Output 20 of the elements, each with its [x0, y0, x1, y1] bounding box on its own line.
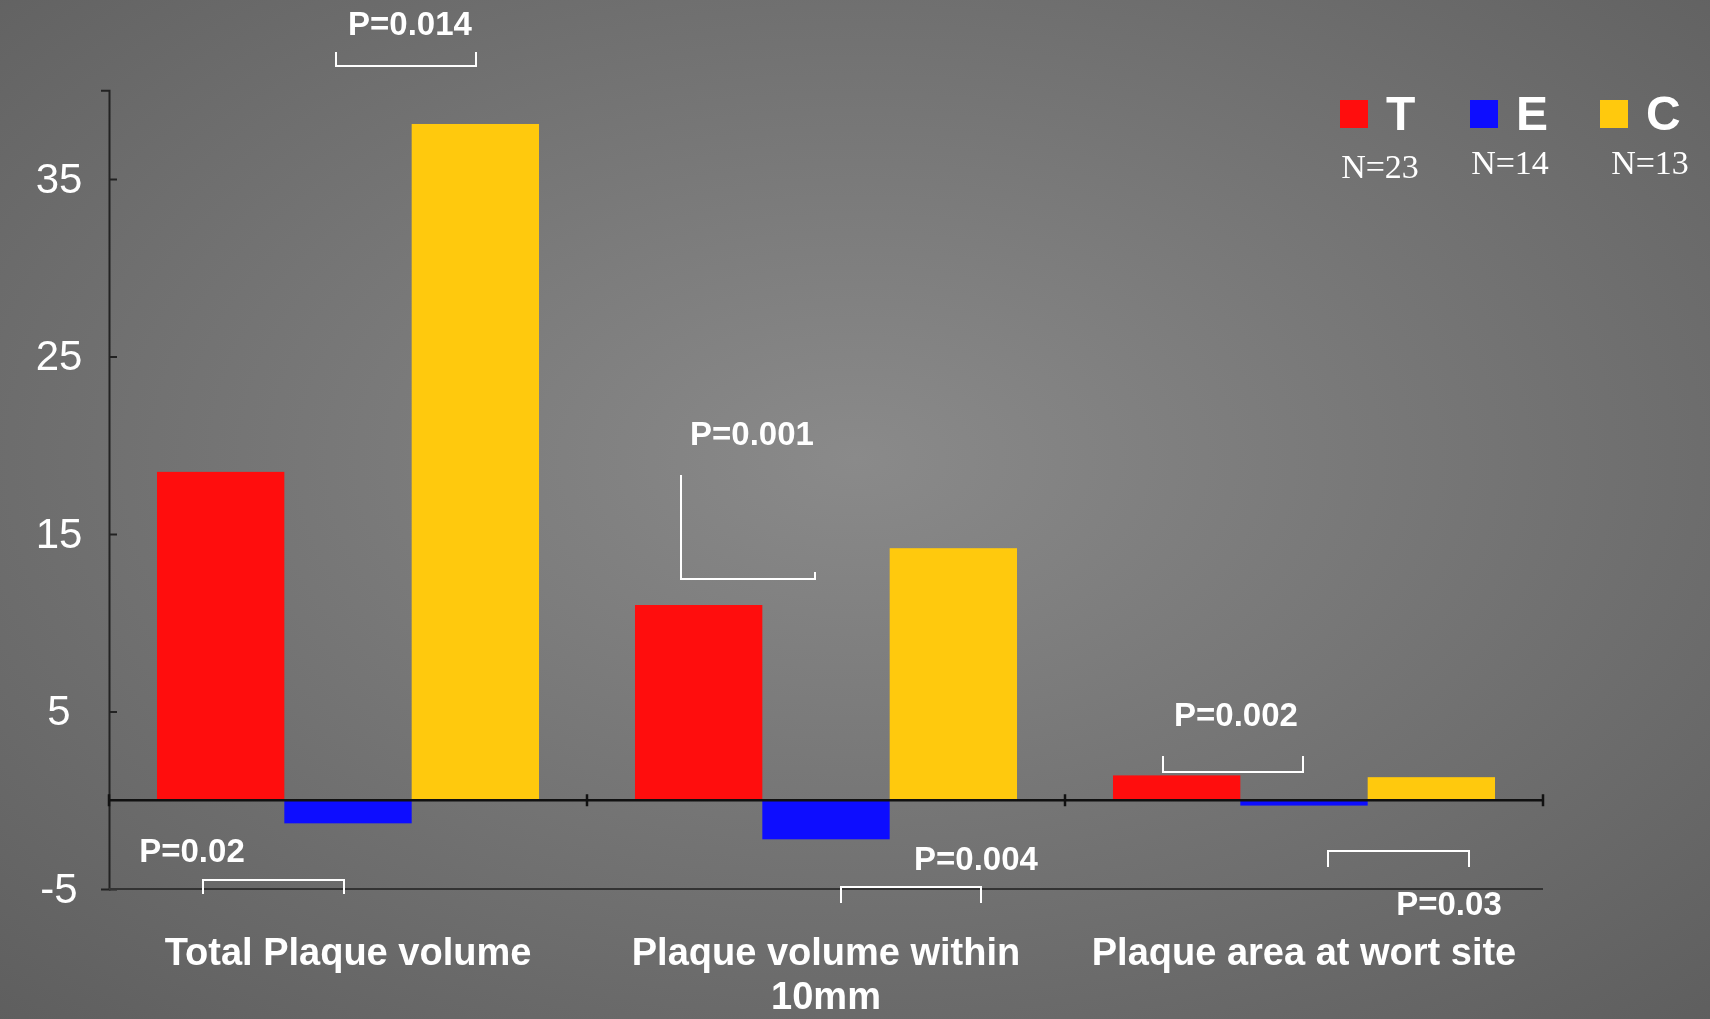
text: N=13 — [1611, 144, 1689, 181]
x-tick-label: Total Plaque volume — [164, 931, 532, 973]
annotation: N=14 — [1471, 144, 1549, 181]
annotation: P=0.001 — [690, 415, 814, 452]
x-tick-label: Plaque area at wort site — [1091, 931, 1517, 973]
annotation: N=23 — [1341, 148, 1419, 185]
legend-label: E — [1516, 87, 1549, 140]
x-tick-label: Plaque volume within 10mm — [631, 931, 1021, 1017]
legend-label: C — [1646, 87, 1681, 140]
y-tick-label: 15 — [35, 509, 83, 557]
y-tick-label: 5 — [47, 687, 71, 735]
y-tick-label: 25 — [35, 332, 83, 380]
y-tick-label: 35 — [35, 154, 83, 202]
annotation: P=0.004 — [914, 840, 1039, 877]
text: P=0.014 — [348, 5, 473, 42]
annotation: P=0.02 — [139, 832, 245, 869]
y-tick-label: -5 — [40, 864, 78, 912]
annotation: P=0.03 — [1396, 885, 1502, 922]
legend-label: T — [1386, 87, 1416, 140]
annotation: P=0.002 — [1174, 696, 1298, 733]
